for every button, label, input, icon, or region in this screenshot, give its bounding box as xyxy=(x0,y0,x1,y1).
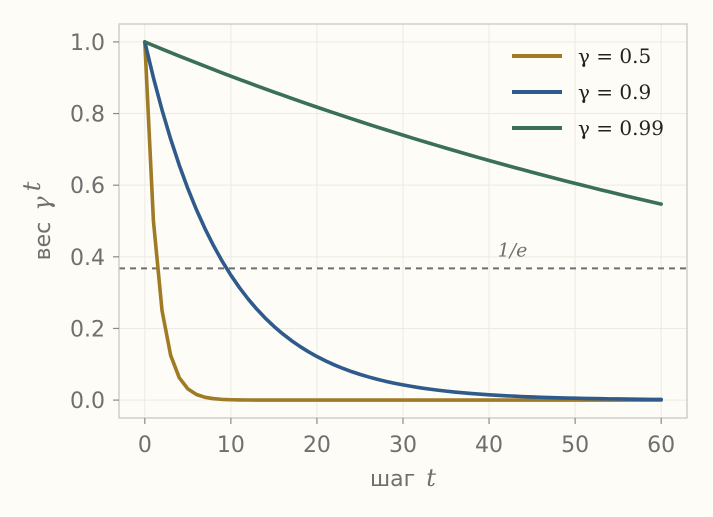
y-tick-label: 0.8 xyxy=(70,103,105,128)
x-tick-label: 50 xyxy=(561,433,589,458)
series-lines xyxy=(143,40,663,402)
reference-lines: 1/e xyxy=(119,239,687,270)
legend-label: γ = 0.9 xyxy=(578,80,651,104)
x-tick-label: 10 xyxy=(217,433,245,458)
x-axis-label-text: шаг xyxy=(370,467,415,492)
y-axis-label-base: γ xyxy=(28,196,56,211)
reference-line-label: 1/e xyxy=(498,239,528,261)
x-tick-label: 0 xyxy=(138,433,152,458)
x-tick-label: 60 xyxy=(647,433,675,458)
series-line-gamma-0-9 xyxy=(143,40,663,402)
series-line-gamma-0-5 xyxy=(143,40,663,402)
x-axis-label-variable: t xyxy=(426,464,436,492)
x-axis-label: шаг t xyxy=(370,464,436,492)
legend: γ = 0.5 γ = 0.9 γ = 0.99 xyxy=(512,44,664,140)
y-axis-label-superscript: t xyxy=(18,181,46,191)
y-tick-label: 0.2 xyxy=(70,317,105,342)
y-axis-ticks: 0.0 0.2 0.4 0.6 0.8 1.0 xyxy=(70,31,119,414)
y-axis-label: вес γ t xyxy=(18,181,56,260)
y-tick-label: 0.0 xyxy=(70,389,105,414)
y-axis-label-text: вес xyxy=(31,222,56,261)
legend-label: γ = 0.5 xyxy=(578,44,651,68)
y-tick-label: 1.0 xyxy=(70,31,105,56)
x-axis-ticks: 0 10 20 30 40 50 60 xyxy=(138,418,675,458)
series-line-gamma-0-99 xyxy=(143,40,663,206)
y-tick-label: 0.4 xyxy=(70,246,105,271)
legend-label: γ = 0.99 xyxy=(578,116,664,140)
x-tick-label: 40 xyxy=(475,433,503,458)
y-tick-label: 0.6 xyxy=(70,174,105,199)
x-tick-label: 20 xyxy=(303,433,331,458)
x-tick-label: 30 xyxy=(389,433,417,458)
